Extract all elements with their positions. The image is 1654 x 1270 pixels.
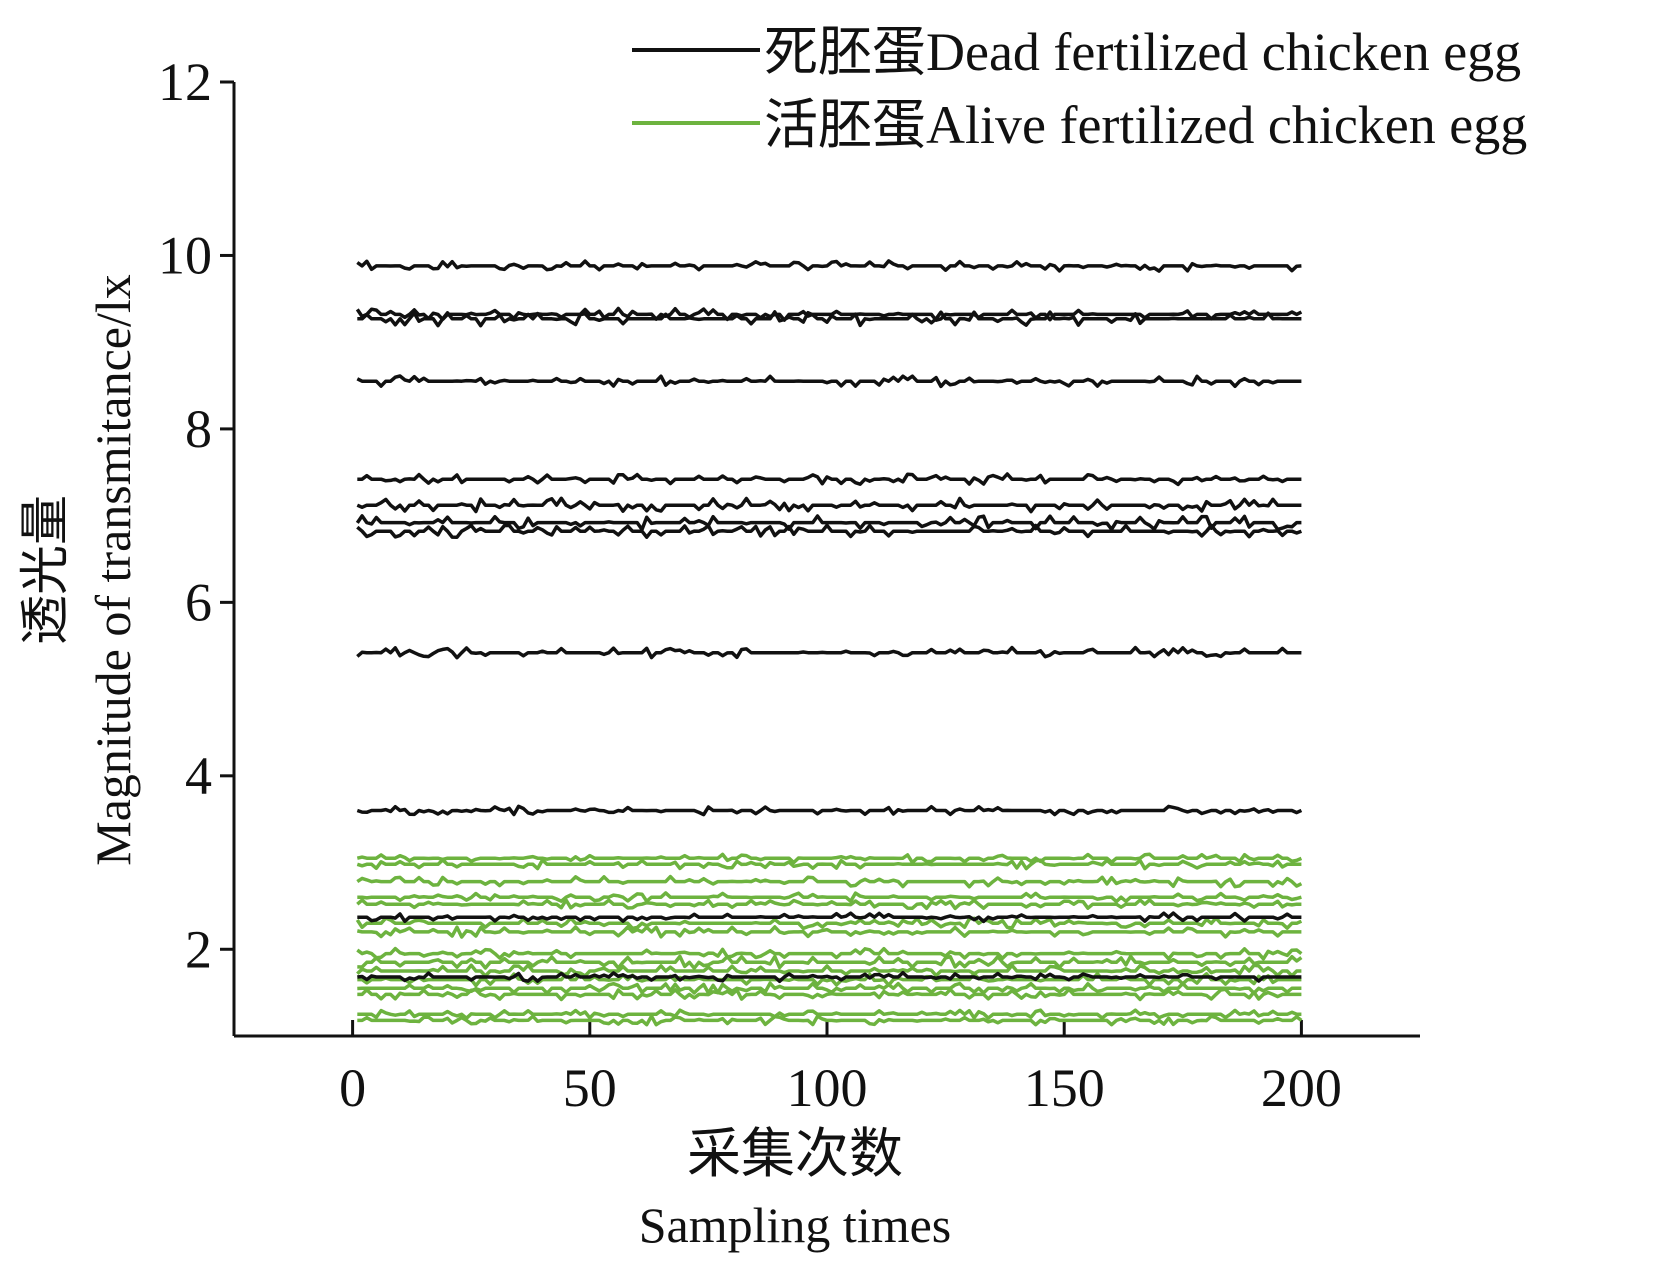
legend: 死胚蛋Dead fertilized chicken egg 活胚蛋Alive … xyxy=(632,22,1527,155)
x-tick-label: 200 xyxy=(1261,1058,1342,1118)
series-line-dead xyxy=(357,911,1302,924)
series-line-dead xyxy=(357,310,1302,328)
y-tick-label: 6 xyxy=(185,572,212,632)
series-line-dead xyxy=(355,306,1303,322)
series-line-alive xyxy=(357,1008,1302,1020)
y-tick-label: 8 xyxy=(185,399,212,459)
series-line-alive xyxy=(356,874,1303,889)
y-axis-ticks: 2 4 6 8 10 12 xyxy=(158,52,234,979)
series-line-dead xyxy=(357,970,1302,984)
y-tick-label: 10 xyxy=(158,225,212,285)
series-line-alive xyxy=(357,954,1303,970)
y-tick-label: 4 xyxy=(185,746,212,806)
series-line-dead xyxy=(356,374,1302,389)
series-line-dead xyxy=(356,259,1302,273)
series-line-alive xyxy=(357,1014,1303,1027)
series-lines xyxy=(355,259,1303,1027)
series-line-alive xyxy=(356,852,1303,865)
y-tick-label: 2 xyxy=(185,919,212,979)
y-tick-label: 12 xyxy=(158,52,212,112)
series-line-dead xyxy=(356,496,1302,514)
series-line-alive xyxy=(357,987,1302,1002)
x-axis-label-zh: 采集次数 xyxy=(687,1124,903,1184)
series-line-alive xyxy=(356,946,1303,961)
series-line-alive xyxy=(356,858,1302,871)
y-axis-label-zh: 透光量 xyxy=(17,495,73,645)
y-axis-label: Magnitude of transmitance/lx xyxy=(85,274,141,866)
legend-label-dead: 死胚蛋Dead fertilized chicken egg xyxy=(764,22,1521,82)
x-axis-label: Sampling times xyxy=(639,1197,952,1253)
series-line-alive xyxy=(355,916,1303,931)
series-line-alive xyxy=(356,925,1302,939)
series-line-alive xyxy=(357,981,1302,995)
x-tick-label: 150 xyxy=(1024,1058,1105,1118)
x-axis-ticks: 0 50 100 150 200 xyxy=(339,1020,1342,1118)
x-tick-label: 0 xyxy=(339,1058,366,1118)
series-line-dead xyxy=(357,472,1302,487)
series-line-dead xyxy=(356,523,1303,539)
x-tick-label: 100 xyxy=(787,1058,868,1118)
series-line-dead xyxy=(355,514,1302,532)
x-tick-label: 50 xyxy=(563,1058,617,1118)
series-line-dead xyxy=(356,645,1302,660)
series-line-alive xyxy=(357,891,1302,904)
series-line-alive xyxy=(356,898,1302,911)
series-line-alive xyxy=(356,963,1302,978)
legend-label-alive: 活胚蛋Alive fertilized chicken egg xyxy=(764,95,1527,155)
series-line-dead xyxy=(356,804,1303,817)
